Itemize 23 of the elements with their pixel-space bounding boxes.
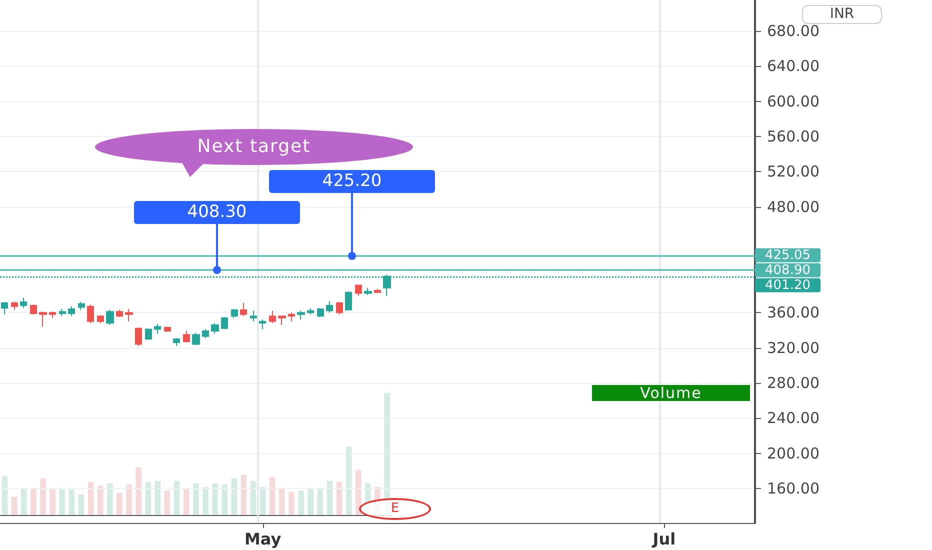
y-tick-label: 560.00 [767, 127, 820, 146]
y-tick-label: 280.00 [767, 374, 820, 392]
y-tick-label: 240.00 [767, 409, 820, 428]
y-tick-label: 360.00 [767, 304, 820, 322]
ref-line-label: 425.05 [765, 248, 810, 263]
x-tick-label: Jul [652, 530, 676, 548]
annotation: Next target [95, 129, 413, 165]
pin-callout: 408.30 [134, 201, 300, 274]
y-tick-label: 640.00 [767, 57, 820, 76]
y-tick-label: 160.00 [767, 480, 820, 498]
y-tick-label: 680.00 [767, 22, 820, 40]
annotation: 408.30 [134, 201, 300, 224]
ref-line-label: 408.90 [765, 262, 810, 278]
y-tick-label: 600.00 [767, 92, 820, 110]
y-tick-label: 520.00 [767, 162, 820, 181]
label-tag: Volume [592, 385, 750, 401]
y-tick-label: 200.00 [767, 444, 820, 462]
y-axis-title: INR [830, 6, 854, 22]
y-tick-label: 320.00 [767, 338, 820, 357]
x-tick-label: May [244, 530, 282, 548]
y-tick-label: 480.00 [767, 198, 820, 216]
ref-line-label: 401.20 [765, 278, 810, 293]
circled-marker: E [359, 498, 431, 520]
